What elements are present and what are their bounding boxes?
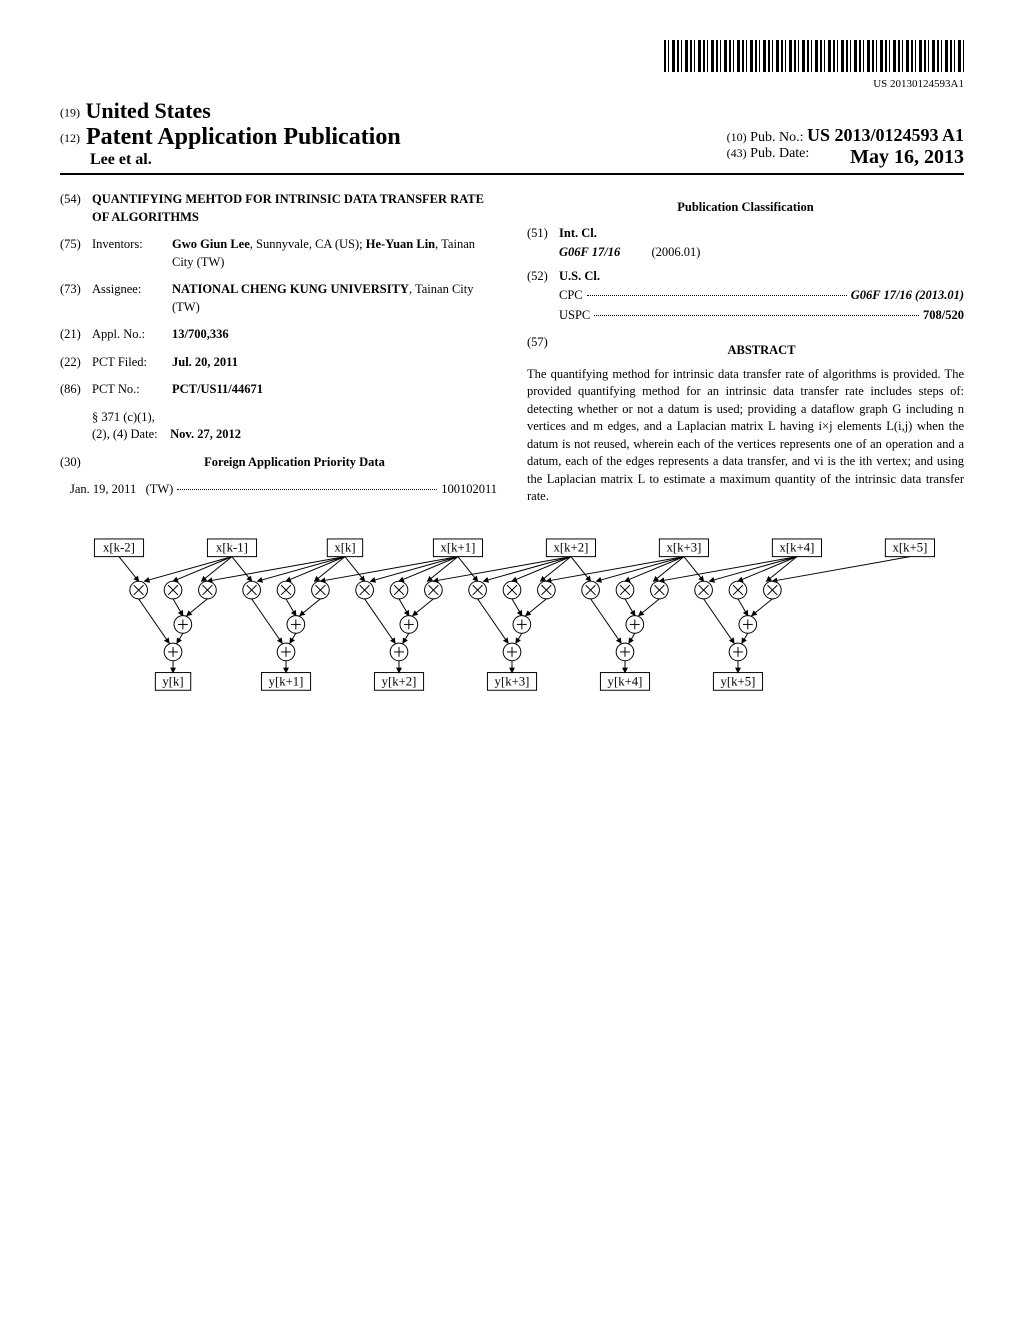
intcl-num: (51) <box>527 225 559 243</box>
svg-text:x[k+3]: x[k+3] <box>667 540 702 554</box>
uscl-label: U.S. Cl. <box>559 268 964 286</box>
inventors-body: Gwo Giun Lee, Sunnyvale, CA (US); He-Yua… <box>172 236 497 271</box>
foreign-header: Foreign Application Priority Data <box>92 454 497 472</box>
svg-text:x[k-1]: x[k-1] <box>216 540 248 554</box>
pub-date-label: Pub. Date: <box>750 146 809 161</box>
s371-label2: (2), (4) Date: <box>92 427 158 441</box>
pct-no-num: (86) <box>60 381 92 399</box>
uspc-value: 708/520 <box>923 307 964 325</box>
patent-title: QUANTIFYING MEHTOD FOR INTRINSIC DATA TR… <box>92 191 497 226</box>
barcode-area: US 20130124593A1 <box>60 40 964 90</box>
dataflow-diagram: x[k-2] x[k-1] x[k] x[k+1] x[k+2] x[k+3] x[k+4]… <box>60 536 964 697</box>
assignee-label: Assignee: <box>92 281 172 316</box>
svg-text:y[k+3]: y[k+3] <box>495 674 530 688</box>
cpc-value: G06F 17/16 (2013.01) <box>851 287 964 305</box>
svg-text:x[k+2]: x[k+2] <box>554 540 589 554</box>
foreign-country: (TW) <box>146 481 174 499</box>
inventors-label: Inventors: <box>92 236 172 271</box>
country-num: (19) <box>60 105 80 119</box>
pub-date-num: (43) <box>727 146 747 160</box>
bibliographic-columns: (54) QUANTIFYING MEHTOD FOR INTRINSIC DA… <box>60 191 964 506</box>
document-header: (19) United States (12) Patent Applicati… <box>60 98 964 175</box>
svg-text:x[k+1]: x[k+1] <box>441 540 476 554</box>
abstract-label: ABSTRACT <box>559 342 964 360</box>
pub-no-label: Pub. No.: <box>750 130 803 145</box>
pub-date: May 16, 2013 <box>850 146 964 169</box>
s371-label: § 371 (c)(1), <box>92 409 497 427</box>
pub-no: US 2013/0124593 A1 <box>807 125 964 145</box>
assignee-num: (73) <box>60 281 92 316</box>
pub-type: Patent Application Publication <box>86 124 401 150</box>
inventor2-name: He-Yuan Lin <box>366 237 435 251</box>
pub-type-num: (12) <box>60 131 80 145</box>
appl-label: Appl. No.: <box>92 326 172 344</box>
svg-text:y[k+2]: y[k+2] <box>382 674 417 688</box>
abstract-body: The quantifying method for intrinsic dat… <box>527 366 964 506</box>
pct-no-label: PCT No.: <box>92 381 172 399</box>
foreign-num: (30) <box>60 454 92 472</box>
appl-value: 13/700,336 <box>172 326 497 344</box>
title-num: (54) <box>60 191 92 226</box>
intcl-code: G06F 17/16 <box>559 245 620 259</box>
svg-text:x[k+5]: x[k+5] <box>892 540 927 554</box>
uspc-label: USPC <box>559 307 590 325</box>
inventor1-name: Gwo Giun Lee <box>172 237 250 251</box>
svg-text:y[k+1]: y[k+1] <box>269 674 304 688</box>
classification-header: Publication Classification <box>527 199 964 217</box>
assignee-body: NATIONAL CHENG KUNG UNIVERSITY, Tainan C… <box>172 281 497 316</box>
foreign-appno: 100102011 <box>441 481 497 499</box>
country: United States <box>86 98 211 123</box>
abstract-num: (57) <box>527 334 559 366</box>
svg-text:x[k+4]: x[k+4] <box>780 540 815 554</box>
pub-no-num: (10) <box>727 130 747 144</box>
foreign-date: Jan. 19, 2011 <box>70 481 136 499</box>
authors: Lee et al. <box>60 151 401 169</box>
appl-num: (21) <box>60 326 92 344</box>
right-column: Publication Classification (51) Int. Cl.… <box>527 191 964 506</box>
assignee-name: NATIONAL CHENG KUNG UNIVERSITY <box>172 282 409 296</box>
inventors-num: (75) <box>60 236 92 271</box>
uscl-num: (52) <box>527 268 559 286</box>
svg-text:x[k-2]: x[k-2] <box>103 540 135 554</box>
pct-filed-value: Jul. 20, 2011 <box>172 354 497 372</box>
inventor1-rest: , Sunnyvale, CA (US); <box>250 237 363 251</box>
left-column: (54) QUANTIFYING MEHTOD FOR INTRINSIC DA… <box>60 191 497 506</box>
svg-text:x[k]: x[k] <box>334 540 355 554</box>
svg-text:y[k+4]: y[k+4] <box>608 674 643 688</box>
barcode <box>664 40 964 72</box>
svg-text:y[k+5]: y[k+5] <box>721 674 756 688</box>
pct-filed-num: (22) <box>60 354 92 372</box>
pct-filed-label: PCT Filed: <box>92 354 172 372</box>
cpc-label: CPC <box>559 287 583 305</box>
intcl-year: (2006.01) <box>652 245 701 259</box>
intcl-label: Int. Cl. <box>559 225 964 243</box>
pct-no-value: PCT/US11/44671 <box>172 381 497 399</box>
svg-text:y[k]: y[k] <box>162 674 183 688</box>
barcode-label: US 20130124593A1 <box>60 78 964 90</box>
s371-value: Nov. 27, 2012 <box>170 427 241 441</box>
